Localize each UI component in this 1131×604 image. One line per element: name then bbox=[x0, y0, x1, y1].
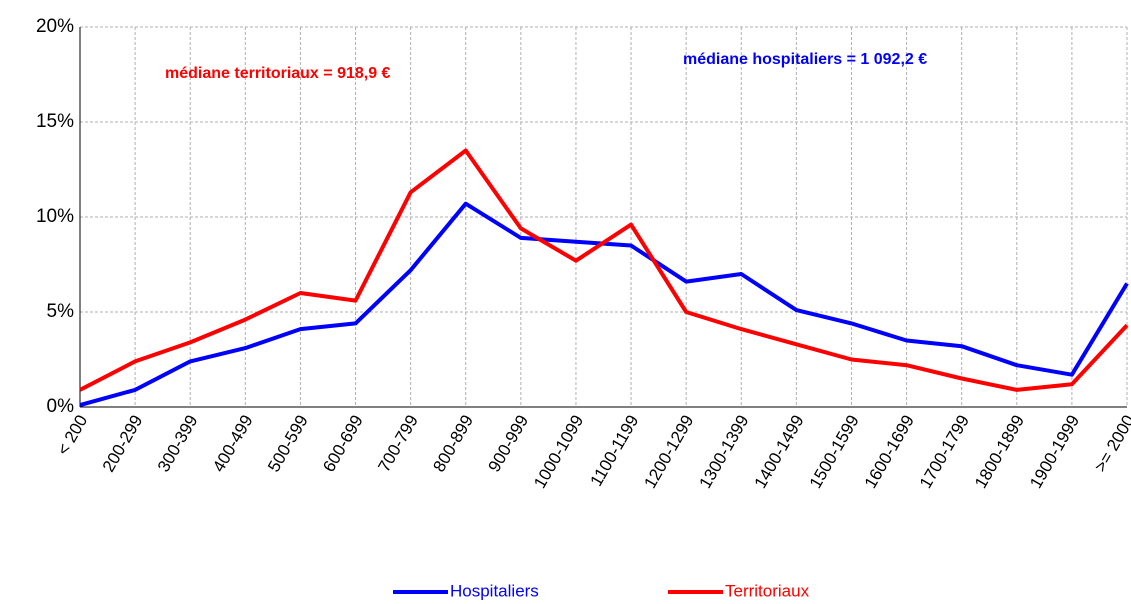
annotation: médiane territoriaux = 918,9 € bbox=[165, 65, 391, 82]
x-tick-label: 300-399 bbox=[154, 412, 202, 476]
y-tick-label: 15% bbox=[36, 111, 74, 132]
x-tick-label: 500-599 bbox=[264, 412, 312, 476]
x-tick-label: 1000-1099 bbox=[530, 412, 587, 492]
x-tick-label: 1200-1299 bbox=[640, 412, 697, 492]
x-tick-label: 1400-1499 bbox=[751, 412, 808, 492]
x-tick-label: 1600-1699 bbox=[861, 412, 918, 492]
x-tick-label: 600-699 bbox=[319, 412, 367, 476]
x-tick-label: 700-799 bbox=[374, 412, 422, 476]
legend-label: Hospitaliers bbox=[450, 581, 539, 600]
x-tick-label: 1700-1799 bbox=[916, 412, 973, 492]
x-tick-label: 200-299 bbox=[99, 412, 147, 476]
x-tick-label: >= 2000 bbox=[1091, 412, 1131, 476]
x-tick-label: 1900-1999 bbox=[1026, 412, 1083, 492]
y-tick-label: 0% bbox=[47, 396, 75, 417]
x-tick-label: 1100-1199 bbox=[587, 412, 643, 490]
x-tick-label: 800-899 bbox=[429, 412, 477, 476]
series-line bbox=[79, 201, 1129, 408]
x-tick-label: 900-999 bbox=[485, 412, 533, 476]
series-line bbox=[79, 148, 1129, 392]
annotation: médiane hospitaliers = 1 092,2 € bbox=[683, 51, 927, 68]
x-tick-label: 400-499 bbox=[209, 412, 257, 476]
y-tick-label: 20% bbox=[36, 16, 74, 37]
x-tick-label: < 200 bbox=[53, 412, 91, 459]
legend-label: Territoriaux bbox=[725, 581, 810, 600]
y-tick-label: 10% bbox=[36, 206, 74, 227]
x-tick-label: 1300-1399 bbox=[696, 412, 753, 492]
x-tick-label: 1500-1599 bbox=[806, 412, 863, 492]
x-tick-label: 1800-1899 bbox=[971, 412, 1028, 492]
y-tick-label: 5% bbox=[47, 301, 75, 322]
